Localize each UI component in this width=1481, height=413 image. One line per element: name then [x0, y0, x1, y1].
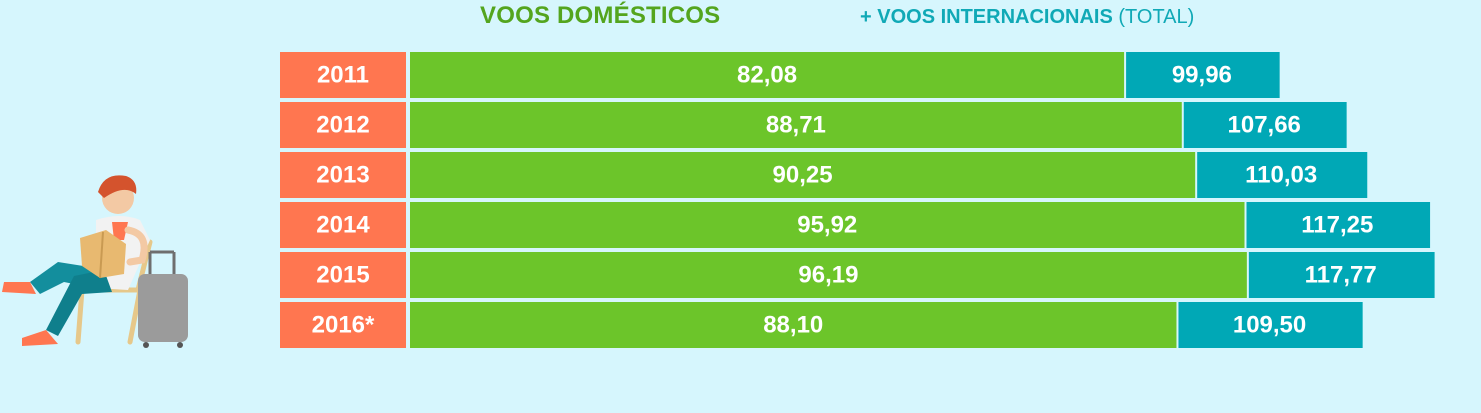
legend-domestic: VOOS DOMÉSTICOS [480, 2, 721, 29]
year-cell [280, 252, 406, 298]
year-cell [280, 302, 406, 348]
total-value-label: 109,50 [1233, 312, 1306, 339]
domestic-bar [410, 102, 1182, 148]
year-label: 2013 [316, 162, 369, 189]
total-value-label: 107,66 [1228, 112, 1301, 139]
domestic-bar [410, 152, 1196, 198]
legend-total: + VOOS INTERNACIONAIS (TOTAL) [860, 6, 1194, 29]
total-bar [1248, 252, 1435, 298]
traveler-reading-with-suitcase-icon [2, 175, 188, 348]
domestic-bar [410, 202, 1245, 248]
total-bar [1183, 102, 1347, 148]
total-bar [1197, 152, 1368, 198]
total-bar [1246, 202, 1431, 248]
legend-total-suffix: (TOTAL) [1112, 6, 1195, 28]
year-label: 2012 [316, 112, 369, 139]
year-label: 2015 [316, 262, 369, 289]
year-cell [280, 202, 406, 248]
year-cell [280, 152, 406, 198]
year-label: 2016* [312, 312, 375, 339]
domestic-value-label: 90,25 [773, 162, 833, 189]
total-value-label: 99,96 [1172, 62, 1232, 89]
domestic-bar [410, 302, 1177, 348]
domestic-value-label: 96,19 [798, 262, 858, 289]
domestic-value-label: 88,71 [766, 112, 826, 139]
total-value-label: 117,77 [1305, 262, 1377, 289]
domestic-value-label: 95,92 [797, 212, 857, 239]
year-cell [280, 52, 406, 98]
total-value-label: 117,25 [1301, 212, 1373, 239]
year-cell [280, 102, 406, 148]
total-bar [1126, 52, 1280, 98]
total-bar [1178, 302, 1363, 348]
year-label: 2014 [316, 212, 370, 239]
domestic-value-label: 82,08 [737, 62, 797, 89]
total-value-label: 110,03 [1245, 162, 1317, 189]
domestic-value-label: 88,10 [763, 312, 823, 339]
domestic-bar [410, 52, 1125, 98]
legend-total-main: + VOOS INTERNACIONAIS [860, 6, 1113, 28]
domestic-bar [410, 252, 1247, 298]
year-label: 2011 [317, 62, 369, 89]
